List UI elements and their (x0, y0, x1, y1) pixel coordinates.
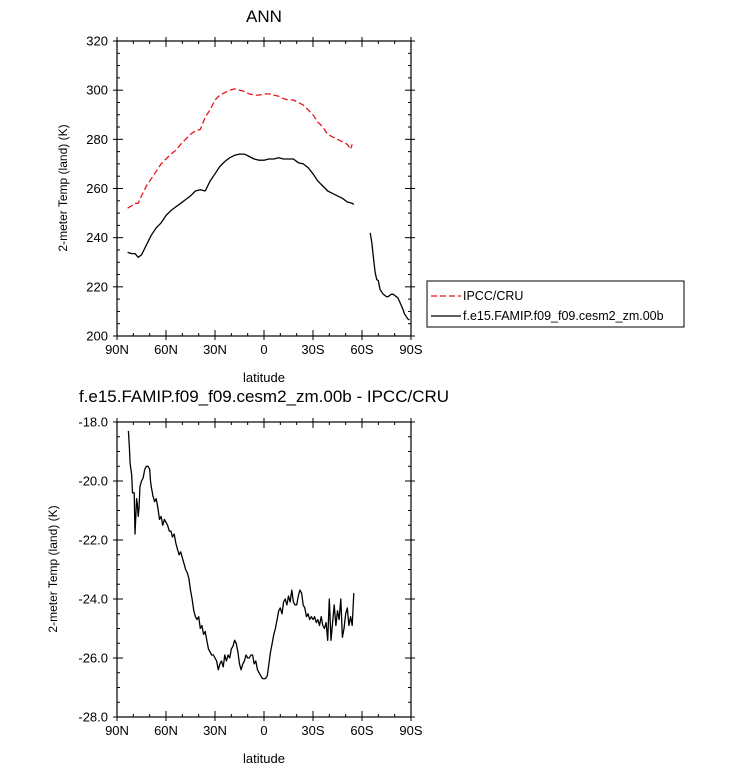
y-tick-label: -28.0 (78, 710, 108, 725)
chart-title-bottom: f.e15.FAMIP.f09_f09.cesm2_zm.00b - IPCC/… (79, 387, 449, 406)
y-tick-label: 260 (86, 181, 108, 196)
x-tick-label: 90S (399, 723, 422, 738)
series-layer-top (127, 88, 410, 321)
chart-title-top: ANN (246, 7, 282, 26)
series-line-ipcc-cru (127, 88, 353, 209)
panel-top: ANN 90N 60N 30N 0 30S 60S 90S 200 220 240 260 280 3… (56, 7, 423, 385)
x-tick-label: 0 (260, 723, 267, 738)
x-tick-label: 60N (154, 342, 178, 357)
x-tick-label: 30N (203, 723, 227, 738)
x-axis-label-bottom: latitude (243, 751, 285, 766)
y-tick-label: 220 (86, 279, 108, 294)
legend-label-ipcc-cru: IPCC/CRU (463, 289, 523, 303)
x-tick-label: 60S (350, 723, 373, 738)
legend: IPCC/CRU f.e15.FAMIP.f09_f09.cesm2_zm.00… (426, 280, 685, 328)
x-tick-label: 60N (154, 723, 178, 738)
x-tick-label: 90N (105, 342, 129, 357)
y-ticks-top: 200 220 240 260 280 300 320 (86, 34, 415, 344)
y-axis-label-top: 2-meter Temp (land) (K) (56, 124, 70, 251)
x-ticks-bottom: 90N 60N 30N 0 30S 60S 90S (105, 418, 423, 738)
y-tick-label: -20.0 (78, 474, 108, 489)
y-tick-label: -18.0 (78, 415, 108, 430)
legend-box (426, 280, 685, 328)
x-tick-label: 30N (203, 342, 227, 357)
series-layer-bottom (127, 430, 355, 680)
y-tick-label: 300 (86, 83, 108, 98)
series-line-f-e15-famip-f09-f09-cesm2-zm-00b (127, 153, 355, 258)
y-tick-label: -26.0 (78, 651, 108, 666)
x-tick-label: 90S (399, 342, 422, 357)
y-tick-label: -24.0 (78, 592, 108, 607)
plot-frame-top (116, 40, 412, 337)
y-axis-label-bottom: 2-meter Temp (land) (K) (46, 505, 60, 632)
y-ticks-bottom: -28.0 -26.0 -24.0 -22.0 -20.0 -18.0 (78, 415, 415, 725)
x-tick-label: 30S (301, 342, 324, 357)
plot-frame-bottom (116, 421, 412, 718)
y-tick-label: 320 (86, 34, 108, 49)
series-line-difference (127, 430, 355, 680)
panel-bottom: f.e15.FAMIP.f09_f09.cesm2_zm.00b - IPCC/… (46, 387, 449, 766)
y-tick-label: 200 (86, 329, 108, 344)
x-tick-label: 30S (301, 723, 324, 738)
x-tick-label: 90N (105, 723, 129, 738)
y-tick-label: 280 (86, 132, 108, 147)
legend-label-model: f.e15.FAMIP.f09_f09.cesm2_zm.00b (463, 309, 664, 323)
x-tick-label: 60S (350, 342, 373, 357)
x-tick-label: 0 (260, 342, 267, 357)
x-ticks-top: 90N 60N 30N 0 30S 60S 90S (105, 37, 423, 357)
y-tick-label: 240 (86, 230, 108, 245)
x-axis-label-top: latitude (243, 370, 285, 385)
y-tick-label: -22.0 (78, 533, 108, 548)
series-line-f-e15-famip-f09-f09-cesm2-zm-00b (369, 232, 410, 321)
